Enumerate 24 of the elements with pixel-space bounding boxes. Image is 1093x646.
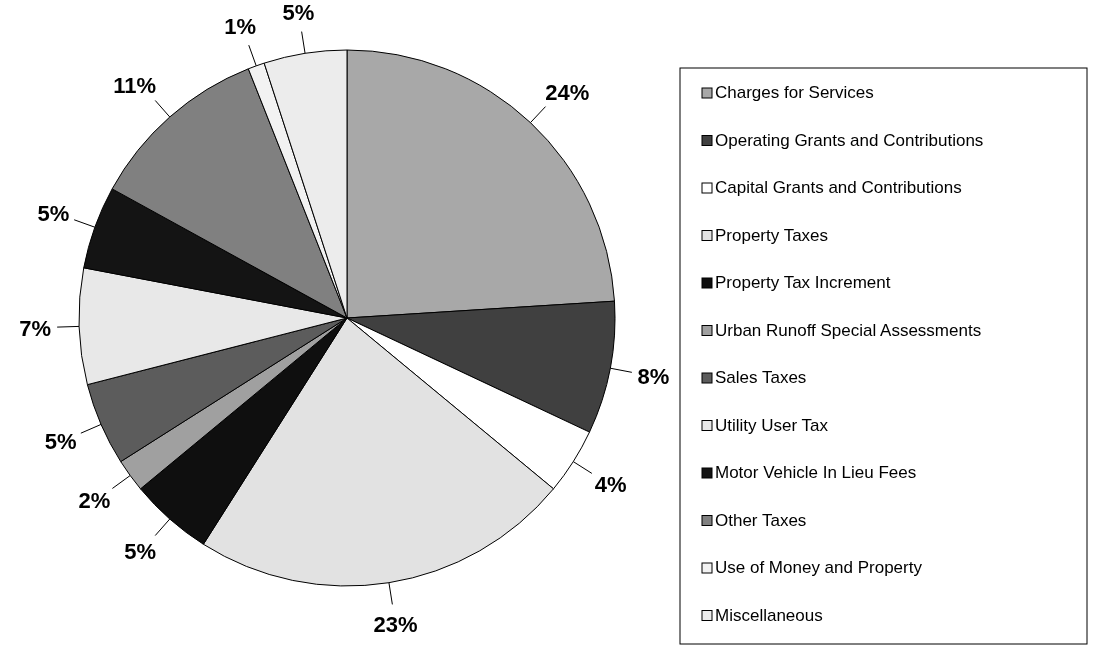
data-label: 7% bbox=[19, 315, 52, 341]
data-label: 24% bbox=[545, 80, 590, 106]
legend-label: Use of Money and Property bbox=[715, 558, 923, 577]
legend-label: Motor Vehicle In Lieu Fees bbox=[715, 463, 917, 482]
data-label: 4% bbox=[594, 472, 627, 498]
legend-label: Utility User Tax bbox=[715, 415, 829, 435]
legend-label: Property Taxes bbox=[715, 225, 829, 245]
legend-label: Urban Runoff Special Assessments bbox=[715, 320, 982, 340]
legend-label: Sales Taxes bbox=[715, 368, 807, 387]
legend-label: Miscellaneous bbox=[715, 605, 823, 625]
data-label: 11% bbox=[113, 73, 156, 99]
legend-label: Other Taxes bbox=[715, 510, 807, 530]
legend-label: Property Tax Increment bbox=[715, 273, 891, 292]
data-label: 5% bbox=[37, 200, 70, 226]
legend-label: Operating Grants and Contributions bbox=[715, 130, 984, 150]
data-label: 8% bbox=[637, 364, 670, 390]
data-label: 23% bbox=[373, 612, 418, 638]
data-label: 5% bbox=[282, 0, 315, 25]
legend-label: Charges for Services bbox=[715, 83, 874, 102]
data-label: 1% bbox=[224, 14, 256, 40]
legend-label: Capital Grants and Contributions bbox=[715, 178, 962, 197]
data-label: 5% bbox=[44, 429, 77, 455]
data-label: 5% bbox=[124, 538, 156, 564]
data-label: 2% bbox=[78, 488, 111, 514]
